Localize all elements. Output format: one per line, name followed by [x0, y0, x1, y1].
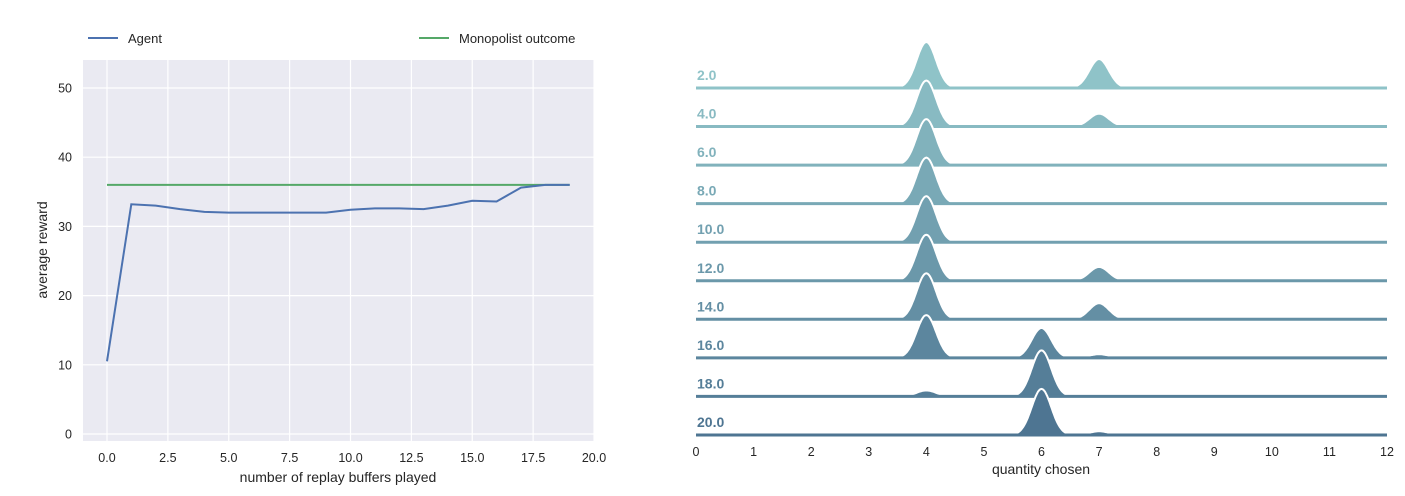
reward-line-chart: 0.0 2.5 5.0 7.5 10.0 12.5 15.0 17.5 20.0 0 10 20 30 4… — [34, 31, 606, 485]
ridge-label: 10.0 — [697, 221, 724, 237]
x-tick-label: 2.5 — [159, 451, 176, 465]
series-line-agent — [106, 183, 570, 362]
x-tick-label-quantity: 6 — [1038, 445, 1045, 459]
ridge-row: 12.0 — [696, 233, 1387, 283]
x-tick-label-quantity: 5 — [980, 445, 987, 459]
y-tick-label: 50 — [58, 82, 72, 96]
ridge-label: 16.0 — [697, 337, 724, 353]
x-axis-label: number of replay buffers played — [240, 469, 437, 485]
plot-background — [83, 60, 594, 441]
ridge-density-fill — [696, 388, 1387, 435]
legend-label-monopolist: Monopolist outcome — [459, 31, 575, 46]
ridge-row: 4.0 — [696, 79, 1387, 129]
x-tick-label: 15.0 — [460, 451, 484, 465]
x-tick-label-quantity: 0 — [693, 445, 700, 459]
ridge-density-fill — [696, 42, 1387, 88]
ridge-row: 6.0 — [696, 118, 1387, 167]
x-tick-label: 12.5 — [399, 451, 423, 465]
x-tick-label-quantity: 11 — [1323, 445, 1336, 459]
x-tick-label-quantity: 12 — [1380, 445, 1394, 459]
ridge-row: 8.0 — [696, 156, 1387, 206]
ridge-label: 12.0 — [697, 260, 724, 276]
legend: Agent Monopolist outcome — [88, 31, 575, 46]
ridge-label: 6.0 — [697, 144, 717, 160]
ridge-row: 14.0 — [696, 272, 1387, 321]
ridge-label: 2.0 — [697, 67, 717, 83]
ridge-label: 20.0 — [697, 414, 724, 430]
x-tick-label: 0.0 — [98, 451, 115, 465]
ridge-outline — [696, 40, 1387, 89]
ridge-row: 10.0 — [696, 195, 1387, 244]
ridge-density-fill — [696, 315, 1387, 358]
x-tick-label-quantity: 7 — [1096, 445, 1103, 459]
y-tick-label: 20 — [58, 289, 72, 303]
y-axis-label: average reward — [34, 201, 50, 298]
x-tick-label-quantity: 4 — [923, 445, 930, 459]
x-axis-label-quantity: quantity chosen — [992, 461, 1090, 477]
ridge-label: 8.0 — [697, 183, 717, 199]
x-tick-label-quantity: 8 — [1153, 445, 1160, 459]
x-tick-label: 10.0 — [338, 451, 362, 465]
ridge-row: 20.0 — [696, 387, 1387, 437]
y-tick-label: 30 — [58, 220, 72, 234]
x-tick-label-quantity: 1 — [750, 445, 757, 459]
y-tick-label: 40 — [58, 151, 72, 165]
x-tick-label-quantity: 10 — [1265, 445, 1279, 459]
legend-label-agent: Agent — [128, 31, 162, 46]
x-tick-label: 20.0 — [582, 451, 606, 465]
ridge-label: 14.0 — [697, 298, 724, 314]
ridge-row: 2.0 — [696, 40, 1387, 90]
x-tick-label: 17.5 — [521, 451, 545, 465]
x-tick-label: 7.5 — [281, 451, 298, 465]
x-tick-label-quantity: 9 — [1211, 445, 1218, 459]
x-tick-label-quantity: 2 — [808, 445, 815, 459]
ridge-density-fill — [696, 350, 1387, 397]
y-tick-label: 0 — [65, 428, 72, 442]
x-tick-label-quantity: 3 — [865, 445, 872, 459]
ridge-label: 4.0 — [697, 106, 717, 122]
x-tick-label: 5.0 — [220, 451, 237, 465]
ridge-label: 18.0 — [697, 375, 724, 391]
y-tick-label: 10 — [58, 358, 72, 372]
